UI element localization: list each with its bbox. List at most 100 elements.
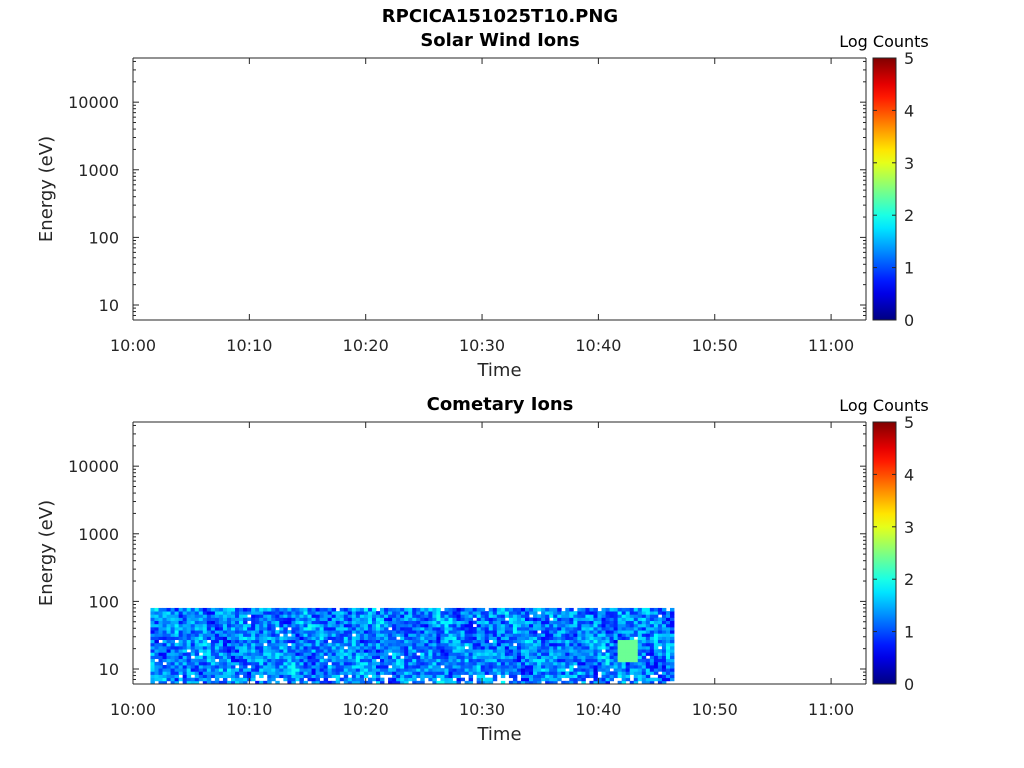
spectrogram-cell [371, 677, 377, 682]
spectrogram-cell [496, 623, 502, 628]
spectrogram-cell [295, 671, 300, 675]
spectrogram-cell [508, 620, 514, 625]
spectrogram-cell [291, 649, 296, 653]
spectrogram-cell [472, 661, 478, 666]
spectrogram-cell [343, 642, 349, 647]
spectrogram-cell [613, 611, 619, 615]
spectrogram-cell [440, 674, 445, 679]
spectrogram-cell [452, 620, 457, 625]
spectrogram-cell [303, 614, 308, 618]
spectrogram-cell [553, 677, 558, 682]
spectrogram-cell [303, 620, 308, 625]
spectrogram-cell [355, 607, 361, 612]
spectrogram-cell [573, 671, 578, 675]
spectrogram-cell [283, 655, 288, 660]
spectrogram-cell [327, 680, 333, 685]
spectrogram-cell [492, 649, 498, 653]
spectrogram-cell [347, 680, 353, 685]
spectrogram-cell [359, 614, 365, 618]
spectrogram-cell [468, 645, 474, 650]
spectrogram-cell [190, 661, 196, 666]
spectrogram-cell [359, 607, 365, 612]
spectrogram-cell [408, 671, 413, 675]
spectrogram-cell [186, 636, 192, 641]
spectrogram-cell [206, 607, 212, 612]
spectrogram-cell [653, 623, 659, 628]
spectrogram-cell [460, 658, 465, 663]
spectrogram-cell [400, 614, 405, 618]
spectrogram-cell [311, 645, 316, 650]
spectrogram-cell [283, 617, 288, 622]
spectrogram-cell [508, 645, 514, 650]
spectrogram-cell [174, 633, 180, 637]
spectrogram-cell [665, 614, 671, 618]
spectrogram-cell [569, 611, 574, 615]
spectrogram-cell [323, 652, 329, 656]
spectrogram-cell [275, 636, 280, 641]
spectrogram-cell [384, 671, 389, 675]
spectrogram-cell [158, 661, 163, 666]
spectrogram-cell [541, 633, 546, 637]
spectrogram-cell [315, 639, 321, 644]
spectrogram-cell [541, 611, 546, 615]
spectrogram-cell [351, 661, 357, 666]
spectrogram-cell [516, 645, 522, 650]
spectrogram-cell [645, 658, 651, 663]
spectrogram-cell [537, 677, 542, 682]
spectrogram-cell [351, 677, 357, 682]
spectrogram-cell [396, 639, 401, 644]
spectrogram-cell [392, 607, 397, 612]
spectrogram-cell [424, 658, 429, 663]
spectrogram-cell [311, 652, 316, 656]
spectrogram-cell [408, 617, 413, 622]
spectrogram-cell [617, 620, 623, 625]
spectrogram-cell [367, 626, 373, 631]
spectrogram-cell [569, 664, 574, 669]
spectrogram-cell [549, 649, 554, 653]
spectrogram-cell [408, 626, 413, 631]
spectrogram-cell [533, 626, 538, 631]
spectrogram-cell [202, 614, 208, 618]
spectrogram-cell [291, 664, 296, 669]
spectrogram-cell [384, 664, 389, 669]
spectrogram-cell [206, 623, 212, 628]
spectrogram-cell [174, 623, 180, 628]
spectrogram-cell [319, 652, 325, 656]
spectrogram-cell [645, 642, 651, 647]
spectrogram-cell [637, 661, 643, 666]
spectrogram-cell [657, 677, 663, 682]
spectrogram-cell [424, 626, 429, 631]
spectrogram-cell [247, 652, 252, 656]
spectrogram-cell [404, 668, 409, 672]
spectrogram-cell [351, 668, 357, 672]
spectrogram-cell [601, 652, 606, 656]
spectrogram-cell [339, 658, 345, 663]
spectrogram-cell [661, 680, 667, 685]
spectrogram-cell [633, 677, 639, 682]
spectrogram-cell [565, 655, 570, 660]
spectrogram-cell [520, 674, 526, 679]
spectrogram-cell [488, 649, 494, 653]
spectrogram-cell [375, 611, 381, 615]
spectrogram-cell [291, 671, 296, 675]
spectrogram-cell [166, 668, 171, 672]
spectrogram-cell [520, 639, 526, 644]
spectrogram-cell [665, 639, 671, 644]
spectrogram-cell [456, 671, 461, 675]
spectrogram-cell [476, 658, 482, 663]
spectrogram-cell [279, 649, 284, 653]
spectrogram-cell [380, 658, 385, 663]
spectrogram-cell [202, 620, 208, 625]
spectrogram-cell [504, 611, 510, 615]
spectrogram-cell [384, 661, 389, 666]
spectrogram-cell [182, 639, 188, 644]
spectrogram-cell [375, 645, 381, 650]
spectrogram-cell [291, 655, 296, 660]
spectrogram-cell [581, 639, 586, 644]
spectrogram-cell [359, 626, 365, 631]
spectrogram-cell [351, 671, 357, 675]
spectrogram-cell [645, 636, 651, 641]
spectrogram-cell [420, 639, 425, 644]
spectrogram-cell [557, 671, 562, 675]
spectrogram-cell [243, 668, 248, 672]
